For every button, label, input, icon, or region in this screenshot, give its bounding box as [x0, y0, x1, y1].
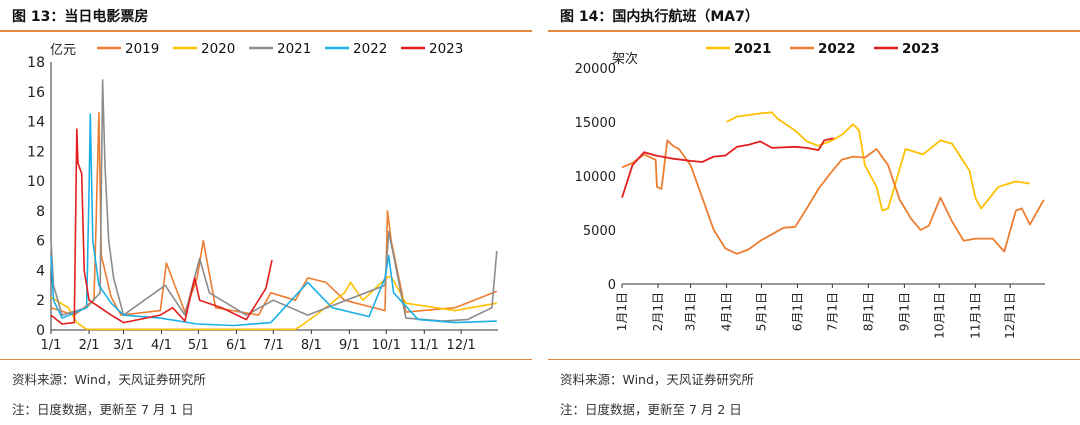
left-series-line-2022 — [50, 113, 497, 327]
left-title-rule — [0, 30, 532, 32]
right-bottom-rule — [548, 359, 1080, 360]
left-y-tick-label: 16 — [27, 85, 45, 101]
left-x-tick-label: 11/1 — [410, 338, 439, 353]
right-legend-label: 2023 — [902, 41, 940, 57]
left-x-tick-label: 10/1 — [372, 338, 401, 353]
right-series-line-2022 — [621, 139, 1045, 255]
right-x-tick-label: 1月1日 — [615, 292, 629, 331]
left-y-tick-label: 4 — [36, 263, 45, 279]
left-x-tick-label: 8/1 — [301, 338, 322, 353]
right-series-line-2023 — [621, 137, 834, 198]
right-x-tick-label: 11月1日 — [968, 292, 982, 339]
left-series-line-2020 — [50, 275, 497, 331]
right-series-line-2021 — [726, 111, 1031, 212]
left-y-tick-label: 12 — [27, 144, 45, 160]
right-y-tick-label: 20000 — [575, 62, 616, 77]
left-y-tick-label: 18 — [27, 55, 45, 71]
right-legend-label: 2021 — [734, 41, 772, 57]
left-x-tick-label: 2/1 — [79, 338, 100, 353]
right-chart-panel: 图 14：国内执行航班（MA7） 0 5000 10000 15000 20000 架次 1… — [548, 0, 1080, 425]
right-x-tick-label: 5月1日 — [754, 292, 768, 331]
right-x-tick-label: 3月1日 — [684, 292, 698, 331]
left-figure-title: 图 13：当日电影票房 — [12, 9, 149, 25]
right-x-tick-label: 2月1日 — [651, 292, 665, 331]
left-bottom-rule — [0, 359, 532, 360]
right-x-tick-label: 4月1日 — [720, 292, 734, 331]
right-x-tick-label: 6月1日 — [790, 292, 804, 331]
box-office-chart: 0 2 4 6 8 10 12 14 16 18 亿元 1/1 2/1 3/1 4/1 5/1 6/1 7/1 8/… — [27, 41, 498, 353]
left-series-line-2019 — [50, 111, 498, 316]
left-x-tick-label: 9/1 — [339, 338, 360, 353]
left-series-line-2021 — [50, 79, 498, 322]
left-legend-label: 2019 — [125, 41, 159, 57]
right-y-tick-label: 5000 — [583, 224, 616, 239]
left-x-tick-label: 4/1 — [151, 338, 172, 353]
left-chart-panel: 图 13：当日电影票房 0 2 4 6 8 10 12 14 16 18 亿元 1/1 2/1 3/1 4/… — [0, 0, 532, 425]
left-x-tick-label: 7/1 — [263, 338, 284, 353]
right-x-tick-label: 7月1日 — [825, 292, 839, 331]
left-x-tick-label: 6/1 — [226, 338, 247, 353]
left-x-tick-label: 3/1 — [113, 338, 134, 353]
left-x-tick-label: 5/1 — [188, 338, 209, 353]
left-y-tick-label: 8 — [36, 204, 45, 220]
right-x-tick-label: 12月1日 — [1003, 292, 1017, 339]
right-note-text: 注：日度数据，更新至 7 月 2 日 — [560, 402, 742, 417]
left-source-text: 资料来源：Wind，天风证券研究所 — [12, 372, 206, 387]
right-figure-title: 图 14：国内执行航班（MA7） — [560, 9, 759, 25]
left-x-tick-label: 1/1 — [41, 338, 62, 353]
right-x-tick-label: 9月1日 — [897, 292, 911, 331]
left-legend-label: 2022 — [353, 41, 387, 57]
left-y-tick-label: 2 — [36, 293, 45, 309]
left-y-tick-label: 10 — [27, 174, 45, 190]
left-series-line-2023 — [50, 128, 273, 325]
left-y-tick-label: 14 — [27, 115, 45, 131]
right-x-tick-label: 10月1日 — [932, 292, 946, 339]
right-legend-label: 2022 — [818, 41, 856, 57]
right-y-tick-label: 10000 — [575, 170, 616, 185]
left-y-axis-label: 亿元 — [50, 43, 76, 58]
right-y-tick-label: 15000 — [575, 116, 616, 131]
left-y-tick-label: 6 — [36, 234, 45, 250]
left-note-text: 注：日度数据，更新至 7 月 1 日 — [12, 402, 194, 417]
left-y-tick-label: 0 — [36, 323, 45, 339]
right-y-axis-label: 架次 — [612, 51, 638, 67]
left-legend-label: 2021 — [277, 41, 311, 57]
left-legend-label: 2020 — [201, 41, 235, 57]
left-legend-label: 2023 — [429, 41, 463, 57]
right-title-rule — [548, 30, 1080, 32]
right-source-text: 资料来源：Wind，天风证券研究所 — [560, 372, 754, 387]
left-x-tick-label: 12/1 — [447, 338, 476, 353]
right-x-tick-label: 8月1日 — [861, 292, 875, 331]
right-y-tick-label: 0 — [608, 278, 616, 293]
